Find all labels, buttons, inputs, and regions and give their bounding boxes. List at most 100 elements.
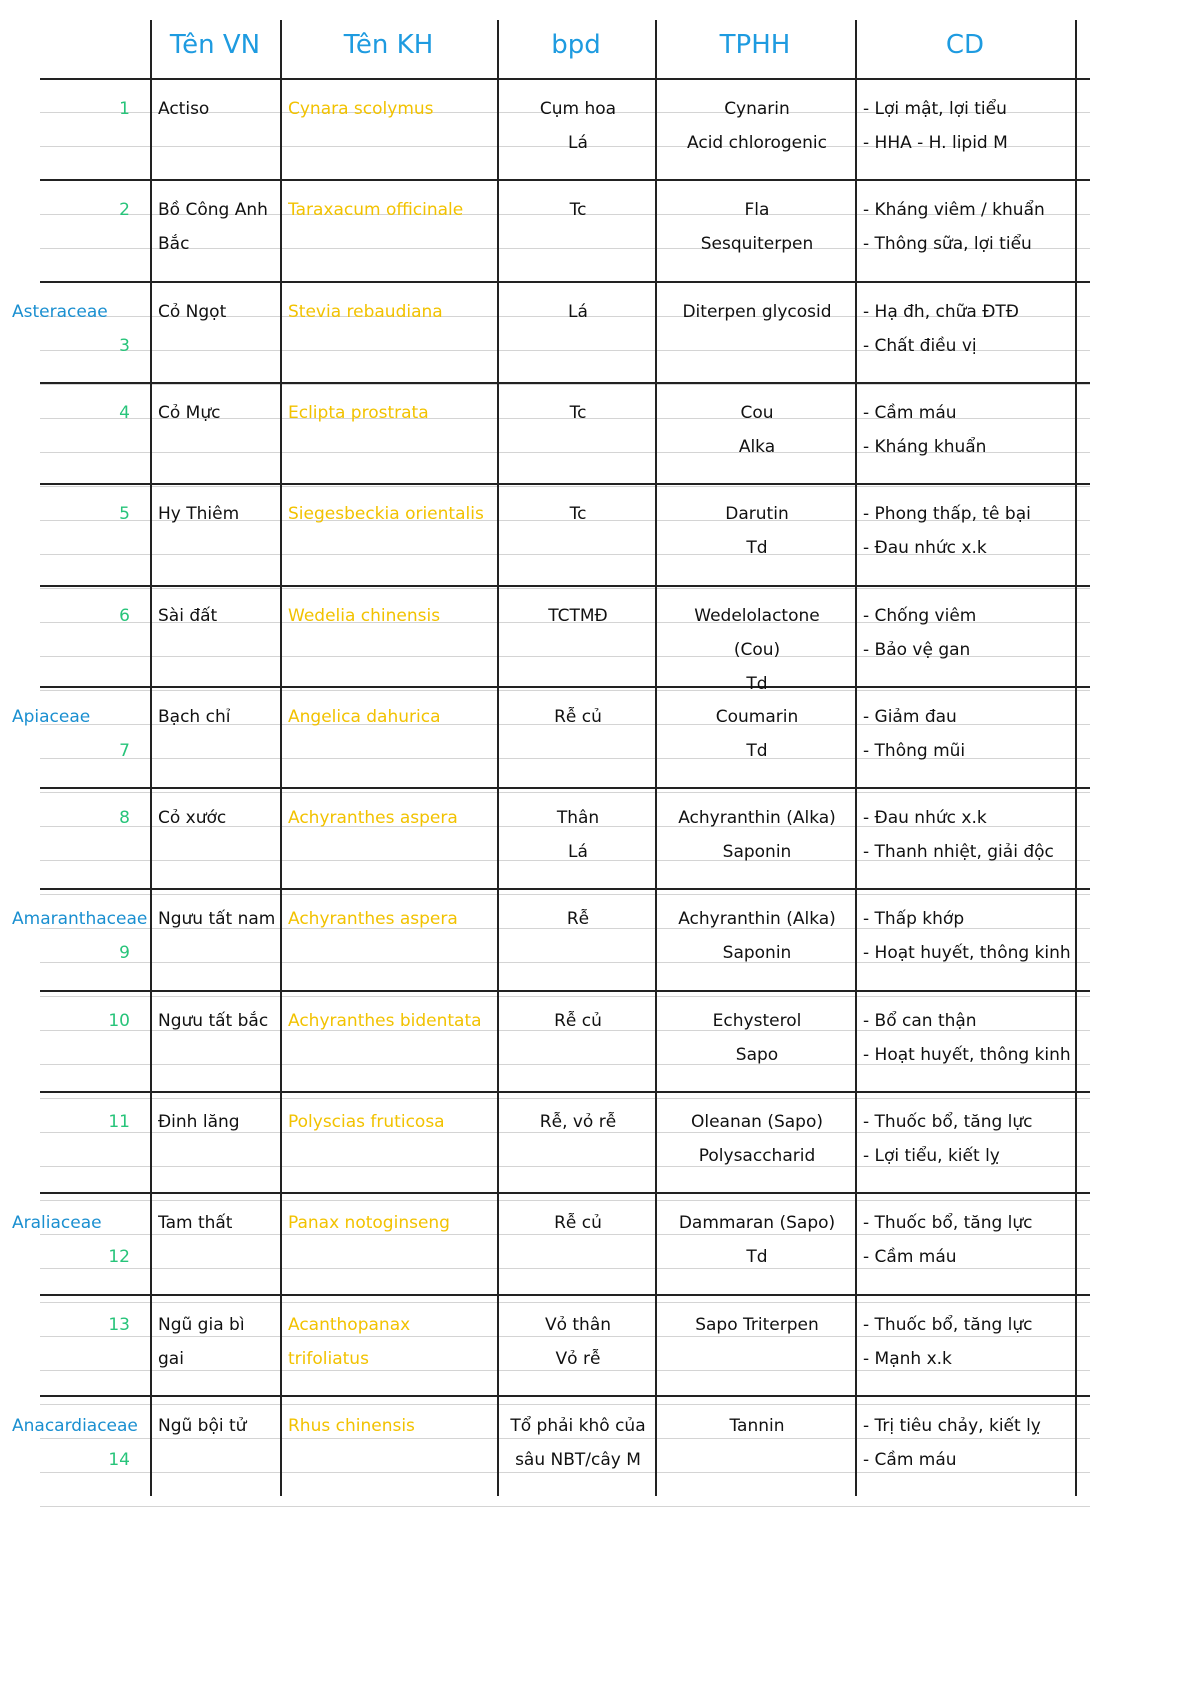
tphh-line: Achyranthin (Alka) <box>678 909 836 930</box>
ruled-line <box>40 350 1090 351</box>
vn-line: Bắc <box>158 234 190 255</box>
tphh-line: (Cou) <box>733 639 781 660</box>
scientific-name: Taraxacum officinale <box>288 200 464 221</box>
ruled-line <box>40 588 1090 589</box>
family-label: Apiaceae <box>12 706 91 727</box>
tphh-line: Echysterol <box>712 1010 802 1031</box>
row-rule <box>40 584 1090 587</box>
cd-line: - Lợi mật, lợi tiểu <box>863 99 1007 119</box>
ruled-line <box>40 1438 1090 1439</box>
ruled-line <box>40 1472 1090 1473</box>
bpd-line: Rễ củ <box>554 706 602 727</box>
vn-line: Actiso <box>158 99 210 119</box>
cd-line: - Thuốc bổ, tăng lực <box>863 1213 1033 1234</box>
ruled-line <box>40 146 1090 147</box>
ruled-line <box>40 248 1090 249</box>
bpd-line: Tc <box>569 402 587 423</box>
vn-line: Ngưu tất bắc <box>158 1010 269 1031</box>
cd-line: - Thông mũi <box>863 740 966 761</box>
scientific-name: Eclipta prostrata <box>288 402 429 423</box>
row-rule <box>40 1293 1090 1296</box>
ruled-line <box>40 622 1090 623</box>
bpd-line: Lá <box>568 133 588 153</box>
bpd-line: sâu NBT/cây M <box>515 1449 641 1470</box>
bpd-line: Tc <box>569 504 587 525</box>
ruled-line <box>40 1030 1090 1031</box>
column-header: CD <box>945 30 985 60</box>
row-number: 4 <box>119 402 130 423</box>
cd-line: - Thông sữa, lợi tiểu <box>863 234 1032 255</box>
cd-line: - Giảm đau <box>863 706 957 727</box>
row-number: 11 <box>108 1112 130 1132</box>
row-number: 8 <box>119 808 130 829</box>
row-number: 12 <box>108 1247 130 1268</box>
row-number: 1 <box>119 99 130 119</box>
tphh-line: Darutin <box>725 504 789 525</box>
ruled-line <box>40 928 1090 929</box>
tphh-line: Tannin <box>729 1415 785 1436</box>
tphh-line: Oleanan (Sapo) <box>690 1112 823 1132</box>
ruled-line <box>40 452 1090 453</box>
ruled-line <box>40 826 1090 827</box>
ruled-line <box>40 520 1090 521</box>
cd-line: - Bảo vệ gan <box>863 639 971 660</box>
ruled-line <box>40 656 1090 657</box>
row-number: 14 <box>108 1449 130 1470</box>
row-rule <box>40 381 1090 384</box>
header-rule <box>40 78 1090 80</box>
cd-line: - Cầm máu <box>863 1247 957 1268</box>
row-rule <box>40 989 1090 992</box>
column-header: TPHH <box>719 30 791 60</box>
row-number: 9 <box>119 943 130 964</box>
ruled-line <box>40 996 1090 997</box>
ruled-line <box>40 758 1090 759</box>
family-label: Anacardiaceae <box>12 1415 138 1436</box>
family-label: Amaranthaceae <box>12 909 148 930</box>
tphh-line: Td <box>746 538 768 559</box>
tphh-line: Sapo Triterpen <box>695 1314 819 1335</box>
ruled-line <box>40 860 1090 861</box>
tphh-line: Polysaccharid <box>698 1146 816 1166</box>
tphh-line: Sesquiterpen <box>700 234 814 255</box>
cd-line: - Hoạt huyết, thông kinh <box>863 943 1071 964</box>
ruled-line <box>40 1506 1090 1507</box>
bpd-line: Rễ <box>566 909 590 930</box>
tphh-line: Dammaran (Sapo) <box>678 1213 836 1234</box>
family-label: Asteraceae <box>12 301 108 322</box>
cd-line: - Chất điều vị <box>863 335 977 356</box>
scientific-name: Achyranthes bidentata <box>288 1010 482 1031</box>
ruled-line <box>40 1166 1090 1167</box>
cd-line: - Thấp khớp <box>863 909 965 930</box>
bpd-line: Tổ phải khô của <box>510 1415 646 1436</box>
vn-line: Cỏ Mực <box>158 402 221 423</box>
ruled-line <box>40 1404 1090 1405</box>
ruled-line <box>40 1268 1090 1269</box>
tphh-line: Fla <box>744 200 770 221</box>
family-label: Araliaceae <box>12 1213 102 1234</box>
ruled-line <box>40 1098 1090 1099</box>
row-number: 10 <box>108 1010 130 1031</box>
row-number: 13 <box>108 1314 130 1335</box>
bpd-line: Lá <box>568 301 588 322</box>
cd-line: - Lợi tiểu, kiết lỵ <box>863 1146 1000 1166</box>
cd-line: - Thuốc bổ, tăng lực <box>863 1314 1033 1335</box>
row-rule <box>40 1394 1090 1397</box>
ruled-line <box>40 962 1090 963</box>
row-number: 7 <box>119 740 130 761</box>
tphh-line: Acid chlorogenic <box>687 133 827 153</box>
ruled-line <box>40 690 1090 691</box>
tphh-line: Alka <box>738 436 776 457</box>
column-rule <box>1075 20 1077 1497</box>
ruled-line <box>40 1200 1090 1201</box>
row-number: 5 <box>119 504 130 525</box>
bpd-line: Vỏ rễ <box>555 1348 601 1369</box>
tphh-line: Saponin <box>722 842 792 863</box>
cd-line: - Cầm máu <box>863 402 957 423</box>
bpd-line: Thân <box>556 808 600 829</box>
ruled-line <box>40 418 1090 419</box>
tphh-line: Sapo <box>735 1044 779 1065</box>
ruled-line <box>40 1302 1090 1303</box>
tphh-line: Td <box>746 740 768 761</box>
bpd-line: Lá <box>568 842 588 863</box>
column-rule <box>655 20 657 1497</box>
